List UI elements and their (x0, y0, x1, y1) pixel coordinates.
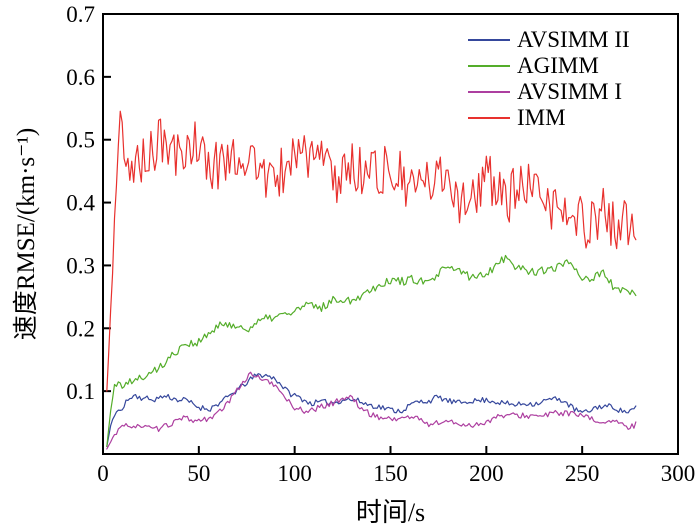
y-tick-label: 0.1 (66, 379, 95, 404)
legend-item-agimm: AGIMM (468, 53, 630, 79)
y-tick-label: 0.5 (66, 128, 95, 153)
y-tick-label: 0.2 (66, 316, 95, 341)
series-line-agimm (106, 254, 637, 448)
y-tick-label: 0.4 (66, 191, 95, 216)
legend-line-avsimm2 (468, 39, 510, 41)
legend-line-imm (468, 117, 510, 119)
legend-label-avsimm2: AVSIMM II (517, 27, 630, 52)
series-line-avsimm-ii (106, 373, 637, 448)
legend-item-imm: IMM (468, 105, 630, 131)
legend-line-avsimm1 (468, 91, 510, 93)
y-tick-label: 0.6 (66, 65, 95, 90)
legend-label-agimm: AGIMM (517, 53, 599, 78)
y-axis-label: 速度RMSE/(km·s⁻¹) (13, 127, 40, 341)
series-line-avsimm-i (106, 371, 637, 450)
x-tick-label: 250 (565, 461, 600, 486)
x-tick-label: 150 (373, 461, 408, 486)
legend-line-agimm (468, 65, 510, 67)
series-line-imm (106, 110, 637, 392)
x-tick-label: 0 (97, 461, 109, 486)
y-tick-label: 0.3 (66, 253, 95, 278)
legend-item-avsimm1: AVSIMM I (468, 79, 630, 105)
legend-label-imm: IMM (517, 105, 566, 130)
x-tick-label: 100 (277, 461, 312, 486)
x-tick-label: 300 (661, 461, 696, 486)
legend-item-avsimm2: AVSIMM II (468, 27, 630, 53)
x-tick-label: 50 (187, 461, 210, 486)
legend: AVSIMM II AGIMM AVSIMM I IMM (468, 27, 630, 131)
x-axis-label: 时间/s (355, 498, 426, 527)
legend-label-avsimm1: AVSIMM I (517, 79, 623, 104)
x-tick-label: 200 (469, 461, 504, 486)
y-tick-label: 0.7 (66, 2, 95, 27)
